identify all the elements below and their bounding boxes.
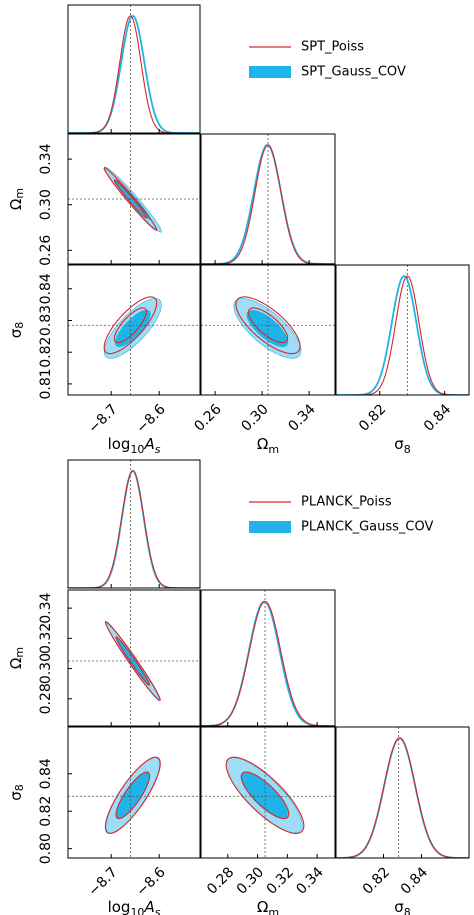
x-axis-label-om: Ωm — [257, 898, 279, 915]
y-axis-label-s8: σ8 — [7, 322, 27, 339]
legend: SPT_Poiss SPT_Gauss_COV — [249, 40, 406, 80]
x-tick-label: 0.32 — [264, 864, 297, 897]
panel-logAs-vs-om: 0.26 0.30 0.34 Ωm — [7, 133, 201, 266]
marginal-PLANCK_Gauss_COV — [336, 737, 469, 858]
marginal-PLANCK_Poiss — [336, 737, 469, 858]
x-tick-label: −8.7 — [85, 401, 120, 436]
x-axis-label-s8: σ8 — [394, 435, 411, 456]
panel-logAs-1d — [67, 4, 201, 134]
panel-om-1d — [200, 589, 336, 727]
x-tick-label: 0.34 — [285, 401, 318, 434]
panel-logAs-vs-om: 0.280.300.320.34 Ωm — [7, 589, 201, 727]
marginal-PLANCK_Gauss_COV — [68, 470, 200, 588]
x-tick-label: 0.34 — [293, 864, 326, 897]
x-tick-label: 0.30 — [234, 864, 267, 897]
y-axis-label-om: Ωm — [7, 647, 27, 669]
marginal-SPT_Gauss_COV — [68, 15, 200, 133]
legend-label: SPT_Gauss_COV — [301, 65, 406, 80]
panel-frame — [335, 264, 470, 396]
x-axis-label-om: Ωm — [257, 435, 279, 456]
contour-95-PLANCK_Poiss — [104, 621, 161, 701]
y-tick-label: 0.82 — [38, 337, 54, 368]
marginal-PLANCK_Poiss — [201, 601, 335, 726]
panel-om-1d — [200, 133, 336, 265]
legend-swatch-SPT_Gauss_COV — [249, 66, 291, 78]
panel-frame — [335, 726, 470, 859]
x-tick-label: −8.6 — [133, 401, 168, 436]
y-tick-label: 0.80 — [38, 833, 54, 864]
panel-frame — [200, 264, 336, 396]
y-tick-label: 0.84 — [38, 273, 54, 304]
contour-95-PLANCK_Poiss — [225, 756, 305, 834]
y-tick-label: 0.32 — [38, 623, 54, 654]
y-tick-label: 0.81 — [38, 368, 54, 399]
legend: PLANCK_Poiss PLANCK_Gauss_COV — [249, 495, 434, 535]
panel-frame — [200, 133, 336, 265]
y-tick-label: 0.30 — [38, 653, 54, 684]
x-tick-label: −8.7 — [85, 864, 120, 899]
panel-logAs-1d — [67, 459, 201, 589]
panel-frame — [200, 726, 336, 859]
x-axis-label-s8: σ8 — [394, 898, 411, 915]
panel-frame — [67, 4, 201, 134]
contour-68-PLANCK_Gauss_COV — [116, 637, 150, 686]
contour-68-SPT_Poiss — [247, 307, 289, 344]
y-tick-label: 0.84 — [38, 758, 54, 789]
y-tick-label: 0.28 — [38, 683, 54, 714]
panel-frame — [67, 133, 201, 265]
y-axis-label-s8: σ8 — [7, 784, 27, 801]
x-tick-label: −8.6 — [133, 864, 168, 899]
panel-frame — [67, 459, 201, 589]
panel-frame — [67, 726, 201, 859]
x-tick-label: 0.26 — [191, 401, 224, 434]
x-tick-label: 0.28 — [204, 864, 237, 897]
marginal-PLANCK_Poiss — [68, 470, 200, 588]
contour-95-SPT_Poiss — [103, 296, 158, 355]
y-tick-label: 0.30 — [38, 189, 54, 220]
contour-68-PLANCK_Poiss — [115, 771, 151, 820]
panel-om-vs-s8: 0.26 0.30 0.34 Ωm — [191, 264, 336, 456]
x-tick-label: 0.84 — [398, 864, 431, 897]
contour-68-PLANCK_Poiss — [115, 636, 151, 686]
contour-68-SPT_Poiss — [113, 307, 147, 344]
x-axis-label-logAs: log10As — [108, 435, 161, 456]
panel-frame — [67, 589, 201, 727]
legend-label: PLANCK_Gauss_COV — [301, 520, 434, 535]
marginal-SPT_Gauss_COV — [336, 275, 469, 395]
contour-68-PLANCK_Poiss — [240, 771, 290, 820]
marginal-SPT_Poiss — [68, 15, 200, 133]
y-tick-label: 0.26 — [38, 235, 54, 266]
legend-label: PLANCK_Poiss — [301, 495, 392, 510]
legend-label: SPT_Poiss — [301, 40, 364, 55]
contour-95-SPT_Poiss — [103, 167, 158, 231]
x-tick-label: 0.82 — [356, 401, 389, 434]
y-tick-label: 0.83 — [38, 305, 54, 336]
x-tick-label: 0.82 — [360, 864, 393, 897]
contour-95-SPT_Poiss — [235, 296, 301, 355]
y-tick-label: 0.34 — [38, 592, 54, 623]
x-tick-label: 0.84 — [421, 401, 454, 434]
contour-95-PLANCK_Poiss — [104, 756, 161, 834]
marginal-SPT_Poiss — [336, 275, 469, 395]
contour-68-SPT_Poiss — [113, 179, 147, 219]
legend-swatch-PLANCK_Gauss_COV — [249, 521, 291, 533]
x-tick-label: 0.30 — [238, 401, 271, 434]
y-tick-label: 0.34 — [38, 143, 54, 174]
contour-68-SPT_Gauss_COV — [246, 309, 289, 347]
panel-s8-1d: 0.82 0.84 σ8 — [335, 264, 470, 456]
y-axis-label-om: Ωm — [7, 188, 27, 210]
panel-om-vs-s8: 0.280.300.320.34 Ωm — [200, 726, 336, 915]
panel-frame — [67, 264, 201, 396]
panel-frame — [200, 589, 336, 727]
y-tick-label: 0.82 — [38, 796, 54, 827]
x-axis-label-logAs: log10As — [108, 898, 161, 915]
marginal-PLANCK_Gauss_COV — [201, 600, 335, 726]
